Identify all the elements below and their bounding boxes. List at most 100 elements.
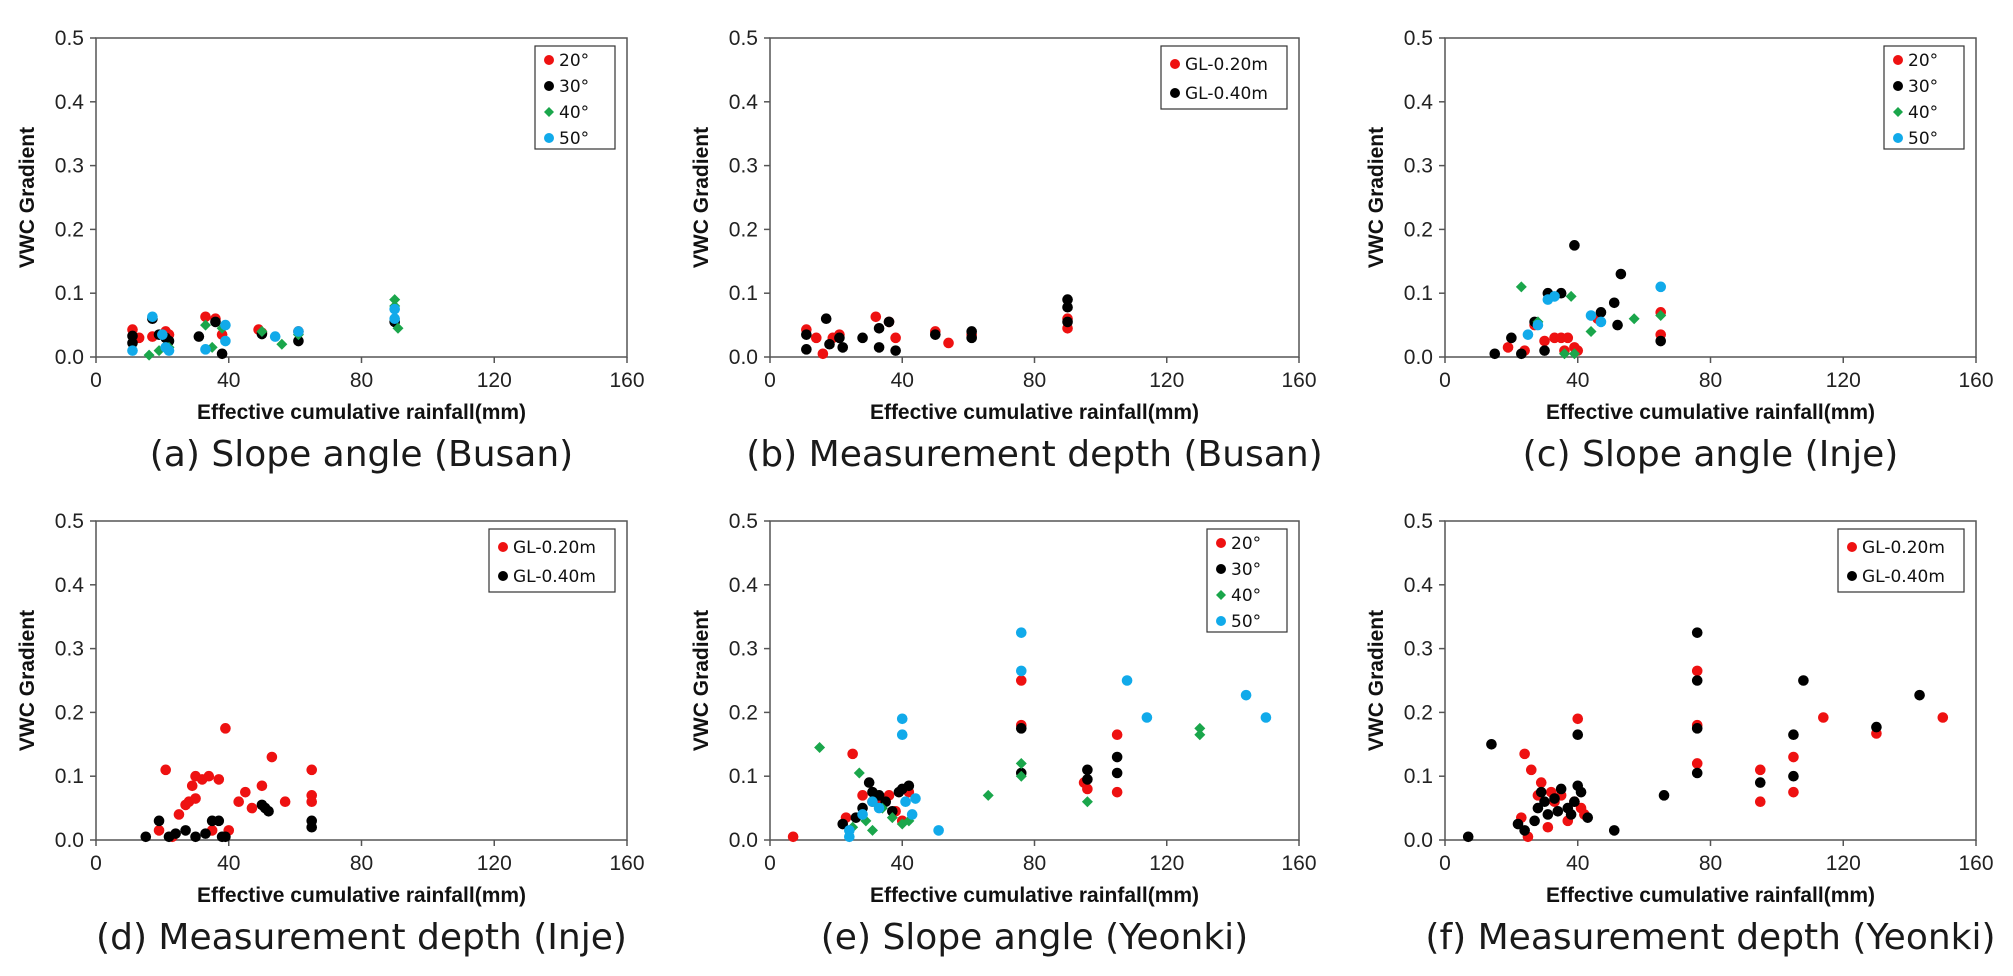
data-point <box>896 713 908 725</box>
x-axis-label: Effective cumulative rainfall(mm) <box>197 401 526 424</box>
legend-marker <box>1847 571 1857 581</box>
data-point <box>1141 712 1153 723</box>
legend-marker <box>1216 538 1226 548</box>
legend-label: GL-0.40m <box>513 567 596 587</box>
legend-marker <box>1216 616 1226 626</box>
data-point <box>1818 712 1829 723</box>
data-point <box>1462 831 1474 843</box>
data-point <box>276 338 288 350</box>
data-point <box>1937 712 1949 723</box>
legend-marker <box>1893 55 1903 65</box>
x-axis-label: Effective cumulative rainfall(mm) <box>197 884 526 907</box>
data-point <box>820 313 832 325</box>
legend-label: 30° <box>559 77 589 97</box>
y-axis-label: VWC Gradient <box>16 127 39 268</box>
data-point <box>1549 291 1560 302</box>
data-point <box>220 335 231 347</box>
data-point <box>1082 764 1093 776</box>
x-tick-label: 40 <box>1566 852 1589 875</box>
data-point <box>873 802 885 814</box>
data-point <box>1691 665 1703 677</box>
x-axis-label: Effective cumulative rainfall(mm) <box>1546 884 1875 907</box>
data-point <box>863 777 875 788</box>
data-point <box>1615 268 1627 280</box>
x-tick-label: 120 <box>1149 369 1184 392</box>
y-tick-label: 0.0 <box>55 346 84 369</box>
data-point <box>857 790 868 801</box>
x-axis-label: Effective cumulative rainfall(mm) <box>870 401 1199 424</box>
data-point <box>857 809 868 820</box>
x-tick-label: 120 <box>1826 852 1861 875</box>
series-2 <box>801 294 1073 356</box>
legend-marker <box>1216 564 1226 574</box>
data-point <box>1240 689 1252 701</box>
data-point <box>1516 348 1527 360</box>
series-2 <box>140 799 318 843</box>
legend-marker <box>1170 59 1180 69</box>
data-point <box>814 741 826 753</box>
legend-label: 30° <box>1231 560 1261 580</box>
data-point <box>1788 786 1799 798</box>
data-point <box>903 780 915 792</box>
data-point <box>1582 812 1594 823</box>
y-tick-label: 0.3 <box>1404 638 1433 661</box>
data-point <box>1575 786 1587 798</box>
data-point <box>1612 319 1623 331</box>
data-point <box>256 780 268 792</box>
data-point <box>1569 240 1580 251</box>
data-point <box>1754 777 1766 788</box>
data-point <box>1788 729 1799 741</box>
legend-marker <box>544 81 554 91</box>
legend: GL-0.20m GL-0.40m <box>488 528 616 593</box>
legend-label: GL-0.40m <box>1185 84 1268 104</box>
data-point <box>853 767 865 779</box>
x-tick-label: 160 <box>609 369 644 392</box>
data-point <box>1542 821 1554 833</box>
data-point <box>256 325 268 337</box>
legend: 20° 30° 40° 50° <box>534 45 616 150</box>
data-point <box>1871 721 1882 733</box>
data-point <box>1121 675 1133 686</box>
data-point <box>1572 713 1584 725</box>
data-point <box>216 348 228 360</box>
data-point <box>870 311 882 323</box>
data-point <box>213 774 225 785</box>
y-tick-label: 0.1 <box>729 282 758 305</box>
series-1 <box>153 723 318 843</box>
legend-marker <box>544 55 554 65</box>
data-point <box>1568 348 1580 360</box>
data-point <box>867 796 878 808</box>
series-1 <box>787 675 1123 843</box>
data-point <box>200 828 211 839</box>
data-point <box>1532 319 1544 331</box>
data-point <box>220 723 231 734</box>
data-point <box>1914 689 1925 701</box>
x-tick-label: 80 <box>1023 369 1046 392</box>
x-tick-label: 120 <box>477 852 512 875</box>
data-point <box>873 342 885 353</box>
x-tick-label: 80 <box>350 369 373 392</box>
legend-label: GL-0.40m <box>1862 567 1945 587</box>
data-point <box>1062 301 1073 313</box>
data-point <box>1194 729 1206 741</box>
legend-label: GL-0.20m <box>1185 55 1268 75</box>
data-point <box>1691 758 1703 769</box>
y-tick-label: 0.4 <box>1404 91 1434 114</box>
data-point <box>1754 796 1766 808</box>
panel-caption: (f) Measurement depth (Yeonki) <box>1425 917 1995 958</box>
y-tick-label: 0.2 <box>1404 218 1433 241</box>
data-point <box>1542 809 1554 820</box>
data-point <box>1535 786 1547 798</box>
data-point <box>1015 723 1027 734</box>
y-axis-label: VWC Gradient <box>1365 127 1388 268</box>
x-tick-label: 40 <box>891 369 914 392</box>
data-point <box>1691 675 1703 686</box>
data-point <box>1585 325 1597 337</box>
data-point <box>933 825 944 836</box>
data-point <box>1260 712 1272 723</box>
legend-label: GL-0.20m <box>513 538 596 558</box>
legend-marker <box>1847 542 1857 552</box>
x-tick-label: 0 <box>1439 852 1451 875</box>
data-point <box>1585 310 1597 321</box>
data-point <box>883 316 895 328</box>
